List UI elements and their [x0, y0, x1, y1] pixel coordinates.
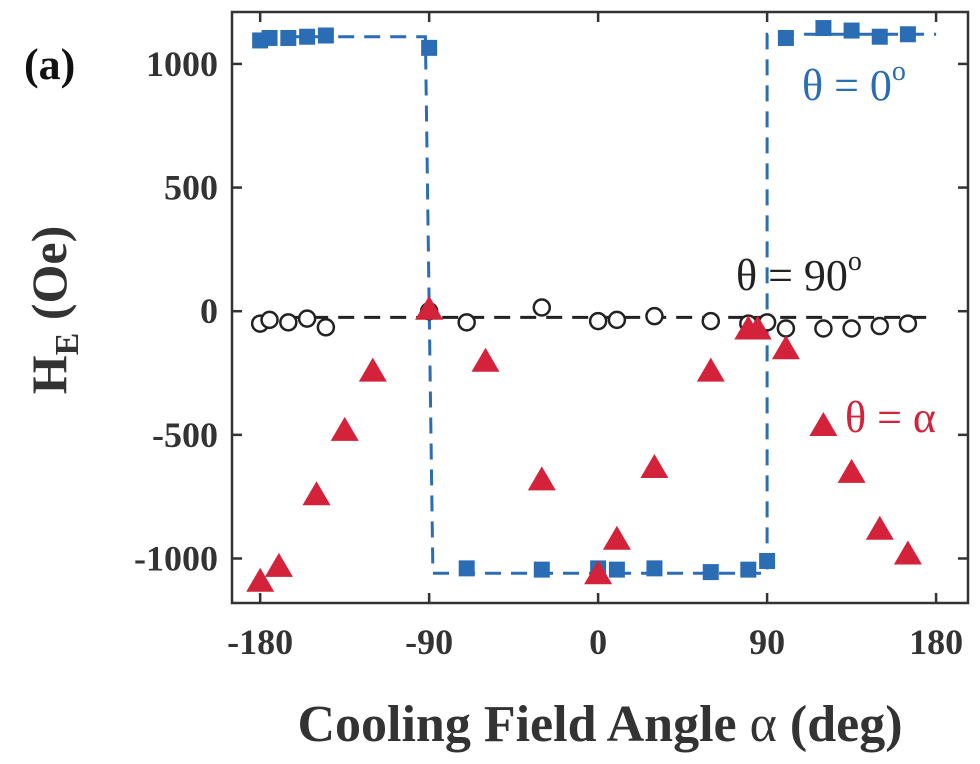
point-theta-alpha: [527, 466, 556, 491]
point-theta-90: [316, 318, 336, 337]
point-theta-alpha: [471, 347, 500, 372]
point-theta-0: [533, 561, 550, 578]
x-axis-title-main: Cooling Field Angle: [297, 696, 749, 753]
x-tick-label: 180: [909, 622, 963, 662]
point-theta-90: [457, 313, 476, 332]
fit-line-0: [260, 32, 937, 575]
point-theta-alpha: [602, 525, 631, 550]
data-markers: [246, 20, 922, 592]
y-tick-label: 1000: [146, 44, 218, 84]
point-theta-90: [842, 319, 861, 338]
point-theta-alpha: [837, 458, 866, 483]
x-tick-label: 0: [589, 622, 607, 662]
point-theta-alpha: [358, 357, 387, 382]
point-theta-alpha: [809, 412, 838, 436]
point-theta-alpha: [743, 315, 772, 340]
point-theta-0: [280, 29, 297, 46]
point-theta-0: [740, 561, 757, 578]
point-theta-alpha: [302, 481, 331, 506]
series-annotation-theta-90-text: θ = 90: [736, 251, 848, 300]
x-axis-title-unit: (deg): [777, 696, 903, 753]
point-theta-90: [870, 316, 890, 336]
point-theta-0: [871, 28, 888, 45]
point-theta-alpha: [264, 552, 293, 577]
point-theta-alpha: [771, 335, 800, 360]
point-theta-0: [702, 564, 719, 581]
point-theta-0: [421, 39, 438, 56]
y-tick-label: 500: [164, 168, 218, 208]
point-theta-90: [776, 319, 796, 338]
y-axis-title: HE (Oe): [21, 226, 86, 394]
plot-frame: [230, 10, 970, 605]
point-theta-90: [701, 311, 721, 331]
point-theta-alpha: [246, 567, 275, 592]
panel-label: (a): [24, 40, 75, 89]
fit-lines: [260, 32, 937, 575]
series-annotation-theta-90-sup: o: [848, 246, 862, 277]
point-theta-0: [777, 29, 794, 46]
x-tick-label: 90: [749, 622, 785, 662]
point-theta-90: [814, 319, 833, 338]
point-theta-alpha: [865, 515, 894, 540]
point-theta-90: [898, 314, 918, 333]
point-theta-0: [299, 28, 316, 45]
point-theta-0: [843, 22, 860, 39]
axis-ticks: -180 -90 0 90 180 1000 500 0 -500 -1000: [134, 12, 968, 662]
point-theta-0: [759, 552, 776, 569]
series-annotation-theta-0: θ = 0o: [802, 56, 906, 110]
point-theta-0: [261, 29, 278, 46]
point-theta-90: [279, 313, 298, 332]
y-tick-label: -1000: [134, 538, 218, 578]
x-axis-title: Cooling Field Angle α (deg): [297, 696, 902, 753]
series-annotation-theta-0-sup: o: [892, 56, 906, 87]
y-axis-title-sub: E: [49, 333, 86, 356]
point-theta-alpha: [415, 295, 444, 320]
point-theta-0: [317, 27, 334, 44]
point-theta-alpha: [893, 540, 922, 565]
point-theta-0: [458, 560, 475, 577]
point-theta-90: [297, 309, 317, 328]
point-theta-90: [532, 298, 552, 317]
series-annotation-theta-90: θ = 90o: [736, 246, 862, 300]
series-annotation-theta-0-text: θ = 0: [802, 61, 892, 110]
point-theta-alpha: [696, 357, 725, 382]
point-theta-alpha: [584, 560, 613, 585]
point-theta-90: [645, 306, 664, 326]
series-annotation-theta-alpha: θ = α: [845, 393, 936, 442]
point-theta-90: [607, 310, 627, 330]
x-axis-title-symbol: α: [750, 696, 777, 753]
y-tick-label: -500: [152, 415, 218, 455]
point-theta-90: [260, 310, 279, 330]
x-tick-label: -180: [227, 622, 293, 662]
y-axis-title-unit: (Oe): [21, 226, 77, 333]
point-theta-0: [899, 26, 916, 43]
x-tick-label: -90: [405, 622, 453, 662]
y-axis-title-main: H: [21, 355, 77, 394]
point-theta-0: [608, 561, 625, 578]
point-theta-0: [815, 20, 832, 37]
series-annotation-theta-alpha-text: θ = α: [845, 393, 936, 442]
y-tick-label: 0: [200, 291, 218, 331]
point-theta-alpha: [330, 416, 359, 441]
point-theta-90: [588, 311, 608, 331]
point-theta-0: [646, 560, 663, 577]
point-theta-alpha: [640, 454, 669, 478]
